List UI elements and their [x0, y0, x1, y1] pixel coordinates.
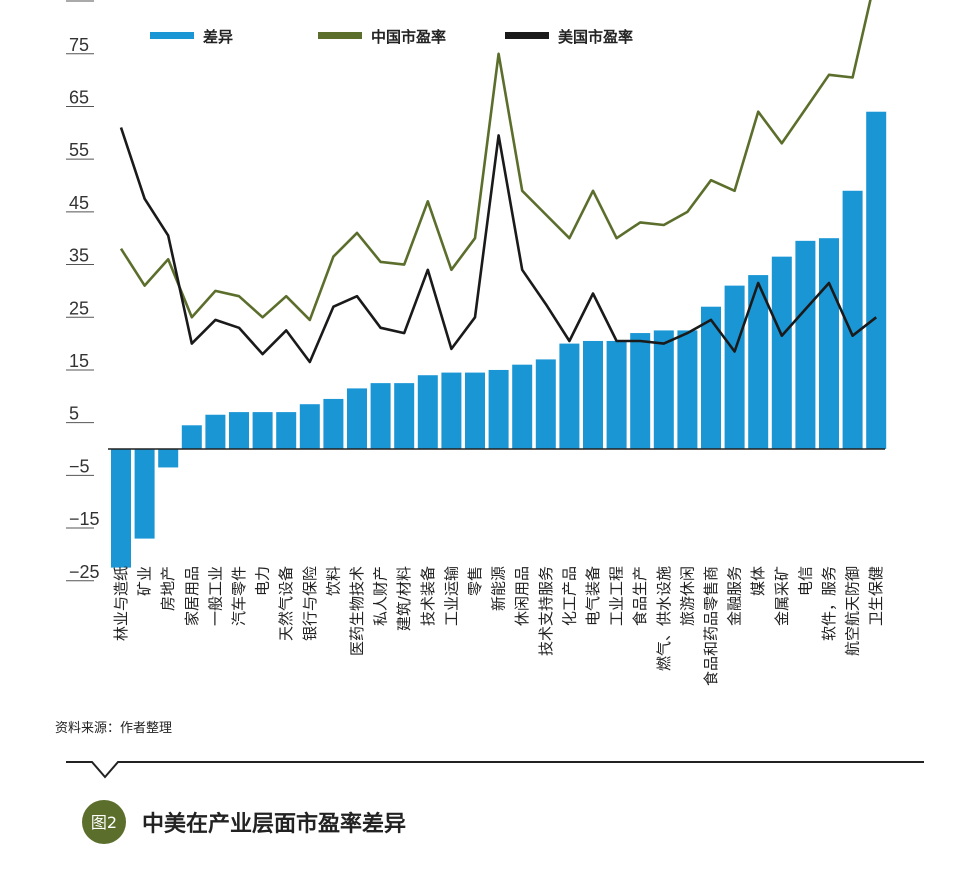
bar [630, 333, 651, 449]
y-tick-label: −5 [69, 456, 90, 476]
bar [748, 275, 769, 449]
legend-swatch-diff [150, 32, 194, 39]
y-tick-label: −15 [69, 509, 100, 529]
category-label: 金属采矿 [773, 566, 791, 626]
category-label: 私人财产 [372, 566, 390, 626]
bar [441, 372, 462, 449]
category-label: 新能源 [490, 566, 508, 611]
bar [795, 240, 816, 449]
category-label: 家居用品 [183, 566, 201, 626]
y-tick-label: 55 [69, 140, 89, 160]
category-label: 林业与造纸 [112, 566, 130, 641]
category-label: 休闲用品 [513, 566, 531, 626]
bar [111, 449, 131, 568]
china-pe-line [119, 0, 872, 322]
category-label: 卫生保健 [867, 566, 885, 626]
category-label: 媒体 [749, 566, 767, 596]
bar [488, 369, 509, 449]
bar [866, 111, 887, 449]
bar [819, 238, 839, 449]
source-label: 资料来源：作者整理 [55, 721, 172, 736]
figure-badge-label: 图2 [91, 813, 117, 832]
category-label: 食品生产 [631, 566, 649, 626]
category-label: 技术装备 [419, 566, 437, 626]
category-label: 零售 [466, 566, 484, 596]
legend-swatch-china [318, 32, 362, 39]
category-label: 房地产 [159, 566, 177, 611]
bar [677, 330, 698, 449]
category-label: 食品和药品零售商 [702, 566, 720, 686]
category-label: 工业运输 [442, 566, 460, 626]
category-label: 工业工程 [608, 566, 626, 626]
category-label: 电力 [254, 566, 272, 596]
y-tick-label: 45 [69, 193, 89, 213]
y-tick-label: 5 [69, 404, 79, 424]
bar [394, 383, 415, 449]
figure-caption: 中美在产业层面市盈率差异 [142, 811, 406, 837]
bar [512, 364, 533, 449]
category-labels: 林业与造纸 矿业 房地产 家居用品 一般工业 汽车零件 电力 天然气设备 银行与保险 饮料 医药生物… [112, 566, 885, 686]
category-label: 一般工业 [206, 566, 224, 626]
bar-series [111, 111, 887, 568]
category-label: 软件，服务 [820, 566, 838, 641]
bar [158, 449, 179, 468]
y-tick-label: 15 [69, 351, 89, 371]
legend: 差异 中国市盈率 美国市盈率 [150, 28, 633, 46]
bar [347, 388, 367, 449]
y-tick-label: 35 [69, 246, 89, 266]
y-tick-label: 75 [69, 35, 89, 55]
bar [535, 359, 556, 449]
bar [771, 256, 792, 449]
y-tick-label: 25 [69, 298, 89, 318]
category-label: 化工产品 [560, 566, 578, 626]
category-label: 医药生物技术 [348, 566, 366, 656]
category-label: 电信 [796, 566, 814, 596]
category-label: 天然气设备 [277, 566, 295, 641]
bar [134, 449, 155, 539]
bar [701, 306, 721, 449]
y-axis: 85756555453525155−5−15−25 [66, 0, 100, 582]
category-label: 航空航天防御 [844, 566, 862, 656]
bar [724, 285, 745, 449]
bar [181, 425, 202, 449]
category-label: 技术支持服务 [537, 566, 555, 656]
bar [583, 340, 603, 449]
bar [299, 404, 320, 449]
y-tick-label: −25 [69, 562, 100, 582]
bar [417, 375, 438, 449]
line-series [119, 0, 877, 364]
legend-label-us: 美国市盈率 [558, 28, 633, 46]
category-label: 燃气、供水设施 [655, 566, 673, 671]
bar [559, 343, 580, 449]
bar [323, 398, 344, 449]
bar [606, 340, 627, 449]
bar [276, 412, 297, 449]
category-label: 饮料 [324, 566, 342, 596]
y-tick-label: 65 [69, 87, 89, 107]
bar [842, 190, 863, 449]
category-label: 建筑/材料 [395, 566, 413, 631]
category-label: 电气装备 [584, 566, 602, 626]
us-pe-line [119, 127, 877, 364]
category-label: 汽车零件 [230, 566, 248, 626]
figure-badge [82, 800, 126, 844]
legend-label-china: 中国市盈率 [371, 28, 446, 46]
category-label: 旅游休闲 [678, 566, 696, 626]
legend-swatch-us [505, 32, 549, 39]
bar [370, 383, 391, 449]
bar [465, 372, 485, 449]
legend-label-diff: 差异 [203, 28, 233, 46]
bar [653, 330, 674, 449]
category-label: 金融服务 [726, 566, 744, 626]
category-label: 矿业 [136, 566, 154, 596]
category-label: 银行与保险 [301, 566, 319, 641]
bar [252, 412, 273, 449]
bar [229, 412, 249, 449]
bar [205, 414, 226, 449]
divider-line [66, 761, 924, 779]
